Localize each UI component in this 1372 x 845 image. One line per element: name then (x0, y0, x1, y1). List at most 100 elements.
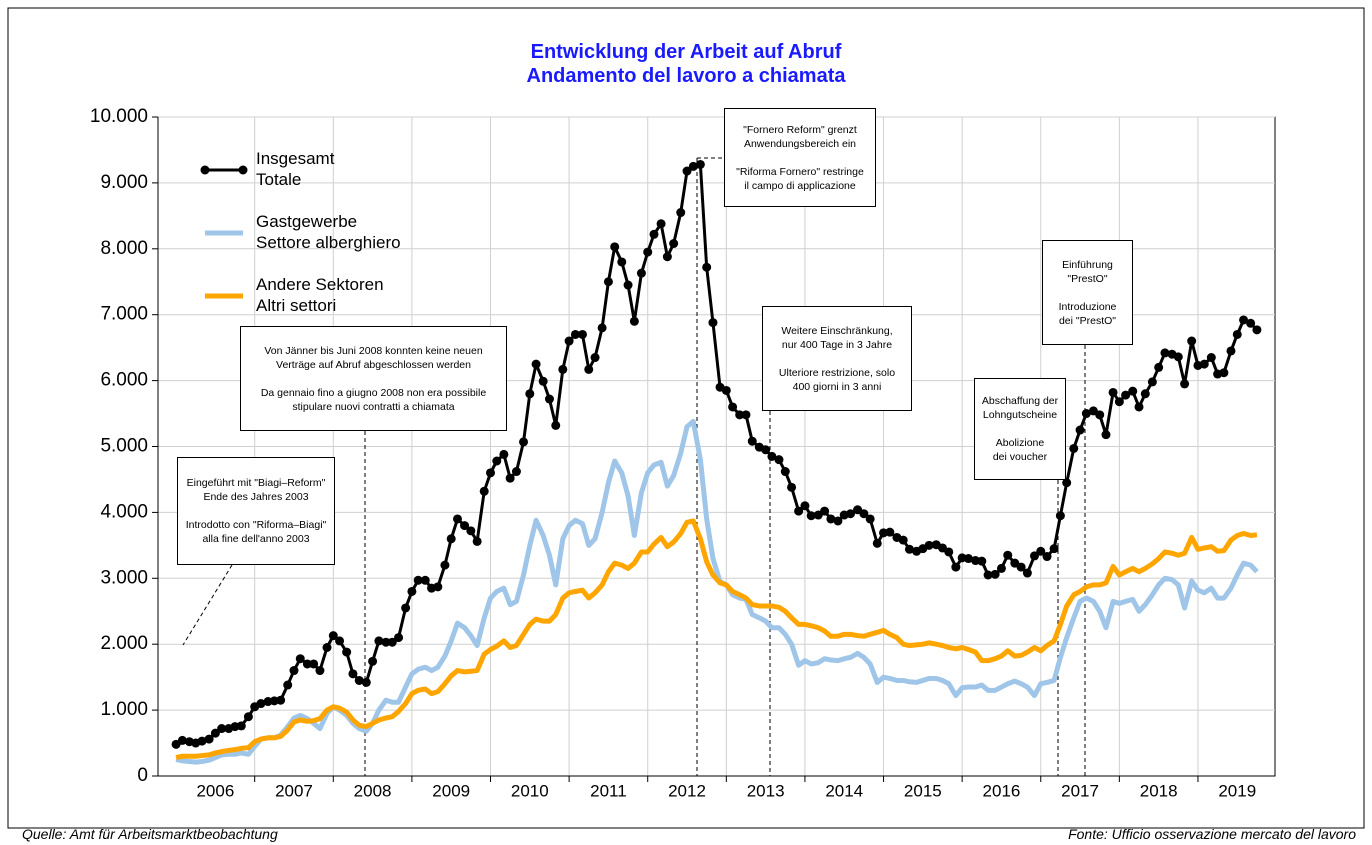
point (407, 586, 417, 596)
point (951, 562, 961, 572)
x-tick-label: 2008 (354, 781, 392, 800)
point (177, 735, 187, 745)
point (741, 410, 751, 420)
point (669, 239, 679, 249)
point (401, 603, 411, 613)
y-tick-label: 3.000 (100, 567, 148, 588)
point (315, 666, 325, 676)
point (492, 456, 502, 466)
point (787, 482, 797, 492)
point (466, 526, 476, 536)
point (1114, 397, 1124, 407)
point (904, 544, 914, 554)
point (610, 242, 620, 252)
point (623, 280, 633, 290)
point (276, 695, 286, 705)
chart-title: Entwicklung der Arbeit auf Abruf Andamen… (526, 41, 846, 87)
point (649, 229, 659, 239)
point (1016, 562, 1026, 572)
x-tick-label: 2006 (196, 781, 234, 800)
y-tick-label: 4.000 (100, 501, 148, 522)
point (676, 208, 686, 218)
point (1246, 318, 1256, 328)
point (1206, 353, 1216, 363)
point (328, 631, 338, 641)
series-line (175, 418, 1259, 765)
y-tick-label: 5.000 (100, 436, 148, 457)
point (348, 669, 358, 679)
annotation-line (182, 564, 233, 646)
annotation: Abschaffung der Lohngutscheine Abolizion… (974, 378, 1066, 480)
legend-label: Gastgewerbe Settore alberghiero (256, 212, 401, 252)
point (295, 654, 305, 664)
y-tick-label: 2.000 (100, 633, 148, 654)
point (846, 509, 856, 519)
annotation: Von Jänner bis Juni 2008 konnten keine n… (240, 326, 507, 431)
y-tick-label: 6.000 (100, 370, 148, 391)
point (780, 467, 790, 477)
point (460, 521, 470, 531)
point (354, 675, 364, 685)
point (472, 536, 482, 546)
point (1154, 362, 1164, 372)
y-tick-label: 0 (137, 765, 148, 786)
point (511, 467, 521, 477)
point (761, 445, 771, 455)
x-tick-label: 2011 (590, 781, 627, 800)
point (368, 656, 378, 666)
point (1036, 546, 1046, 556)
legend-label: Andere Sektoren Altri settori (256, 275, 384, 315)
point (617, 257, 627, 267)
point (570, 329, 580, 339)
point (374, 636, 384, 646)
point (1121, 390, 1131, 400)
point (735, 410, 745, 420)
point (1108, 387, 1118, 397)
point (564, 336, 574, 346)
point (872, 538, 882, 548)
point (800, 501, 810, 511)
point (387, 637, 397, 647)
point (440, 560, 450, 570)
x-tick-label: 2014 (825, 781, 863, 800)
y-tick-label: 9.000 (100, 172, 148, 193)
point (1128, 386, 1138, 396)
x-tick-label: 2017 (1061, 781, 1099, 800)
point (963, 554, 973, 564)
point (289, 666, 299, 676)
annotation: Einführung "PrestO" Introduzione dei "Pr… (1042, 240, 1133, 345)
point (1049, 544, 1059, 554)
point (1232, 329, 1242, 339)
point (236, 721, 246, 731)
point (531, 359, 541, 369)
point (1187, 336, 1197, 346)
point (820, 506, 830, 516)
point (885, 527, 895, 537)
point (708, 318, 718, 328)
point (342, 647, 352, 657)
point (983, 570, 993, 580)
point (794, 506, 804, 516)
point (924, 540, 934, 550)
y-tick-label: 1.000 (100, 699, 148, 720)
point (1101, 430, 1111, 440)
point (590, 353, 600, 363)
point (479, 486, 489, 496)
point (1069, 443, 1079, 453)
point (577, 329, 587, 339)
point (519, 437, 529, 447)
point (1226, 346, 1236, 356)
point (335, 636, 345, 646)
point (662, 252, 672, 262)
point (1042, 552, 1052, 562)
legend-marker (200, 165, 210, 175)
legend-label: Insgesamt Totale (256, 149, 335, 189)
point (944, 547, 954, 557)
point (990, 569, 1000, 579)
point (420, 575, 430, 585)
point (898, 535, 908, 545)
point (996, 563, 1006, 573)
point (688, 161, 698, 171)
point (865, 514, 875, 524)
